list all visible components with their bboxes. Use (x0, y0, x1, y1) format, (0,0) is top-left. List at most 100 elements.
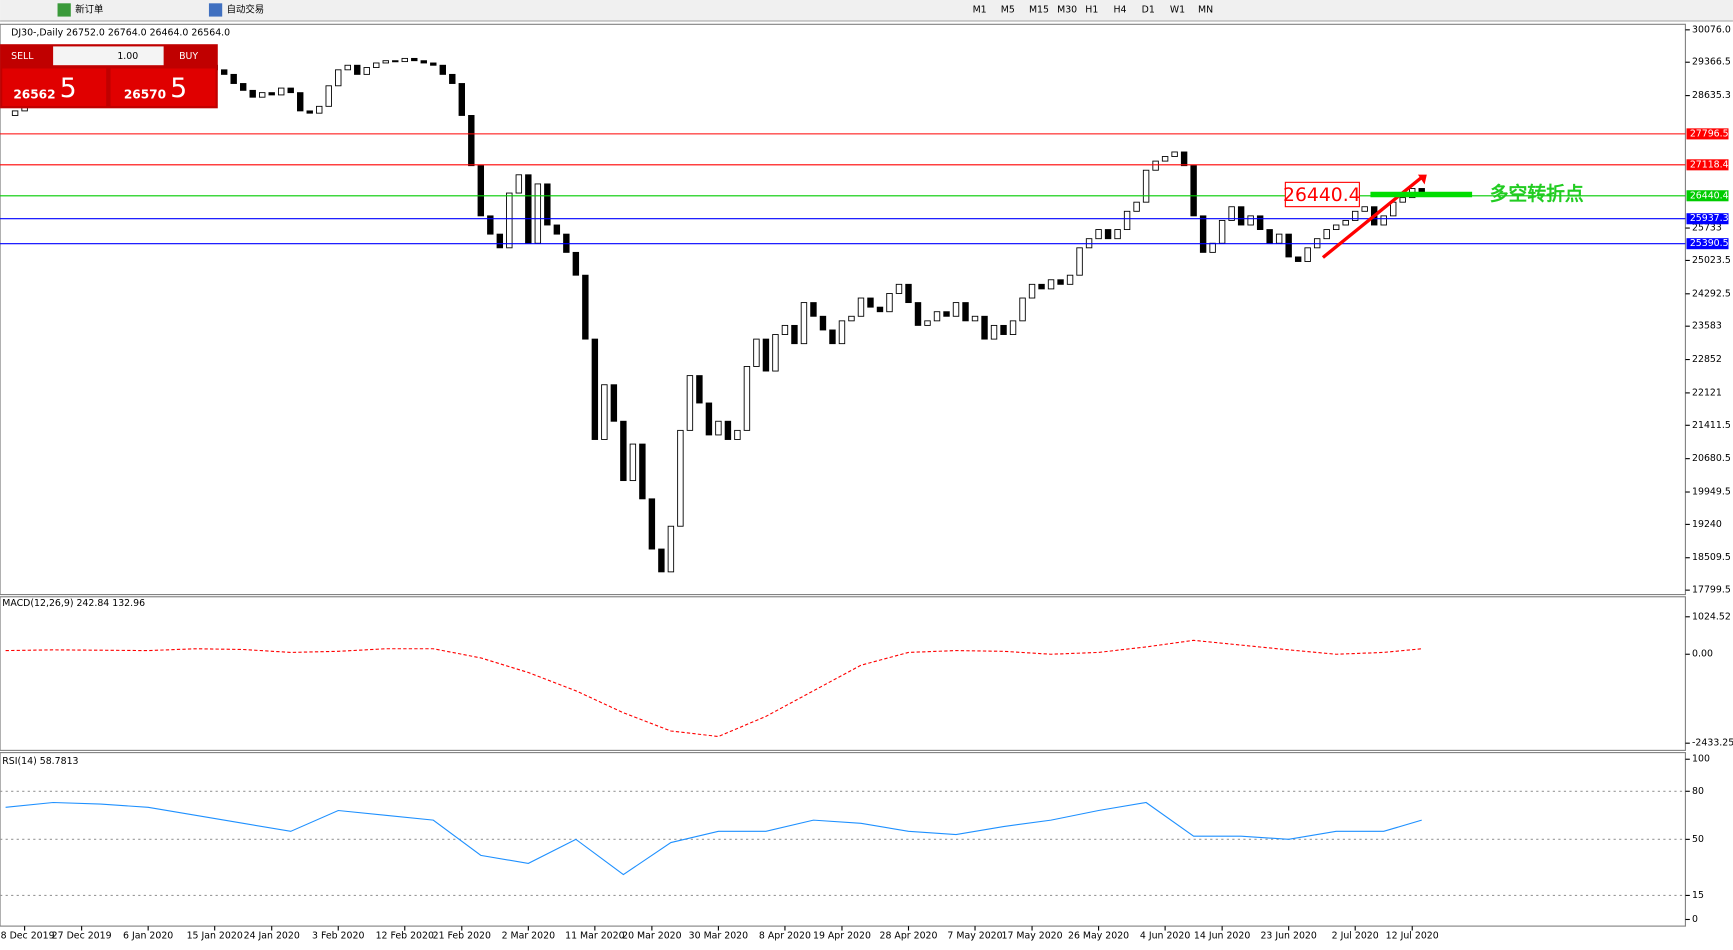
candle (1247, 215, 1254, 226)
timeframe-button[interactable]: H1 (1085, 4, 1098, 15)
sell-price-box[interactable] (2, 68, 107, 107)
candle (629, 443, 637, 482)
candle (354, 64, 361, 75)
x-tick-label: 11 Mar 2020 (565, 931, 624, 942)
y-tick-label: 22852 (1692, 354, 1722, 365)
rsi-line (5, 801, 1422, 876)
candle (952, 302, 960, 317)
y-tick-label: 0.00 (1692, 649, 1713, 660)
candle (1123, 210, 1131, 231)
candle (553, 224, 561, 235)
candle (677, 429, 684, 527)
candle (971, 315, 979, 322)
candle (1275, 233, 1283, 244)
candle (933, 311, 941, 322)
y-tick-label: 21411.5 (1692, 420, 1731, 431)
candle (781, 324, 789, 335)
candle (449, 73, 456, 84)
x-tick-label: 4 Jun 2020 (1140, 931, 1190, 942)
candle (420, 60, 427, 64)
candle (268, 92, 275, 96)
candle (1133, 201, 1140, 212)
timeframe-button[interactable]: H4 (1113, 4, 1126, 15)
candle (534, 183, 542, 244)
price-level-tag (1686, 213, 1729, 225)
candle (648, 498, 656, 550)
candle (1228, 206, 1235, 221)
candle (325, 85, 332, 107)
candle (1038, 283, 1045, 290)
autotrade-button[interactable]: 自动交易 (227, 3, 265, 15)
new-order-button[interactable]: 新订单 (75, 3, 103, 15)
candle (1180, 151, 1188, 167)
x-tick-label: 17 May 2020 (1001, 931, 1062, 942)
candle (743, 366, 751, 431)
candle (382, 60, 389, 64)
y-tick-label: 29366.5 (1692, 57, 1731, 68)
candle (1256, 215, 1264, 231)
x-tick-label: 19 Apr 2020 (813, 931, 871, 942)
buy-button[interactable]: BUY (179, 51, 198, 62)
candle (1057, 279, 1064, 285)
candle (439, 64, 446, 75)
candle (11, 110, 19, 116)
candle (582, 274, 589, 340)
y-tick-label: 23583 (1692, 321, 1722, 332)
candle (1304, 247, 1311, 262)
candle (401, 57, 408, 63)
x-tick-label: 26 May 2020 (1068, 931, 1129, 942)
y-tick-label: 20680.5 (1692, 453, 1731, 464)
candle (981, 315, 988, 340)
candle (1104, 229, 1112, 240)
x-tick-label: 3 Feb 2020 (312, 931, 364, 942)
price-level-label: 25390.5 (1690, 238, 1729, 249)
candle (1114, 229, 1121, 240)
candle (829, 329, 836, 345)
candle (1332, 224, 1340, 231)
timeframe-button[interactable]: M1 (973, 4, 987, 15)
buy-price-box[interactable] (110, 68, 216, 107)
candle (1009, 320, 1017, 335)
sell-price: 26562 (13, 88, 55, 102)
y-tick-label: -2433.25 (1692, 738, 1733, 749)
candle (791, 324, 798, 345)
x-tick-label: 30 Mar 2020 (689, 931, 748, 942)
rsi-title: RSI(14) 58.7813 (2, 756, 78, 767)
candle (1028, 283, 1036, 299)
x-tick-label: 8 Apr 2020 (759, 931, 811, 942)
timeframe-button[interactable]: W1 (1170, 4, 1185, 15)
timeframe-button[interactable]: D1 (1142, 4, 1155, 15)
candle (259, 92, 266, 98)
sell-button[interactable]: SELL (11, 51, 34, 62)
candle (886, 293, 893, 313)
candle (1218, 219, 1226, 244)
price-level-tag (1686, 128, 1729, 140)
candle (1076, 247, 1083, 276)
candle (848, 315, 855, 322)
candle (1209, 242, 1216, 253)
macd-title: MACD(12,26,9) 242.84 132.96 (2, 598, 145, 609)
timeframe-button[interactable]: M5 (1001, 4, 1015, 15)
autotrade-icon[interactable] (208, 3, 223, 17)
candle (639, 443, 646, 500)
candle (230, 73, 237, 84)
y-tick-label: 30076.0 (1692, 24, 1731, 35)
x-tick-label: 21 Feb 2020 (433, 931, 491, 942)
price-level-tag (1686, 159, 1729, 171)
timeframe-button[interactable]: MN (1198, 4, 1213, 15)
candle (1199, 215, 1207, 253)
lot-input[interactable]: 1.00 (117, 51, 138, 62)
candle (487, 215, 494, 235)
candle (1000, 324, 1007, 335)
new-order-icon[interactable] (57, 3, 71, 17)
y-tick-label: 80 (1692, 786, 1704, 797)
timeframe-button[interactable]: M15 (1029, 4, 1049, 15)
candle (620, 420, 627, 482)
candle (572, 251, 580, 276)
candle (1152, 160, 1159, 171)
y-tick-label: 22121 (1692, 387, 1722, 398)
annotation-price: 26440.4 (1283, 185, 1361, 206)
candle (658, 548, 665, 573)
timeframe-button[interactable]: M30 (1057, 4, 1077, 15)
